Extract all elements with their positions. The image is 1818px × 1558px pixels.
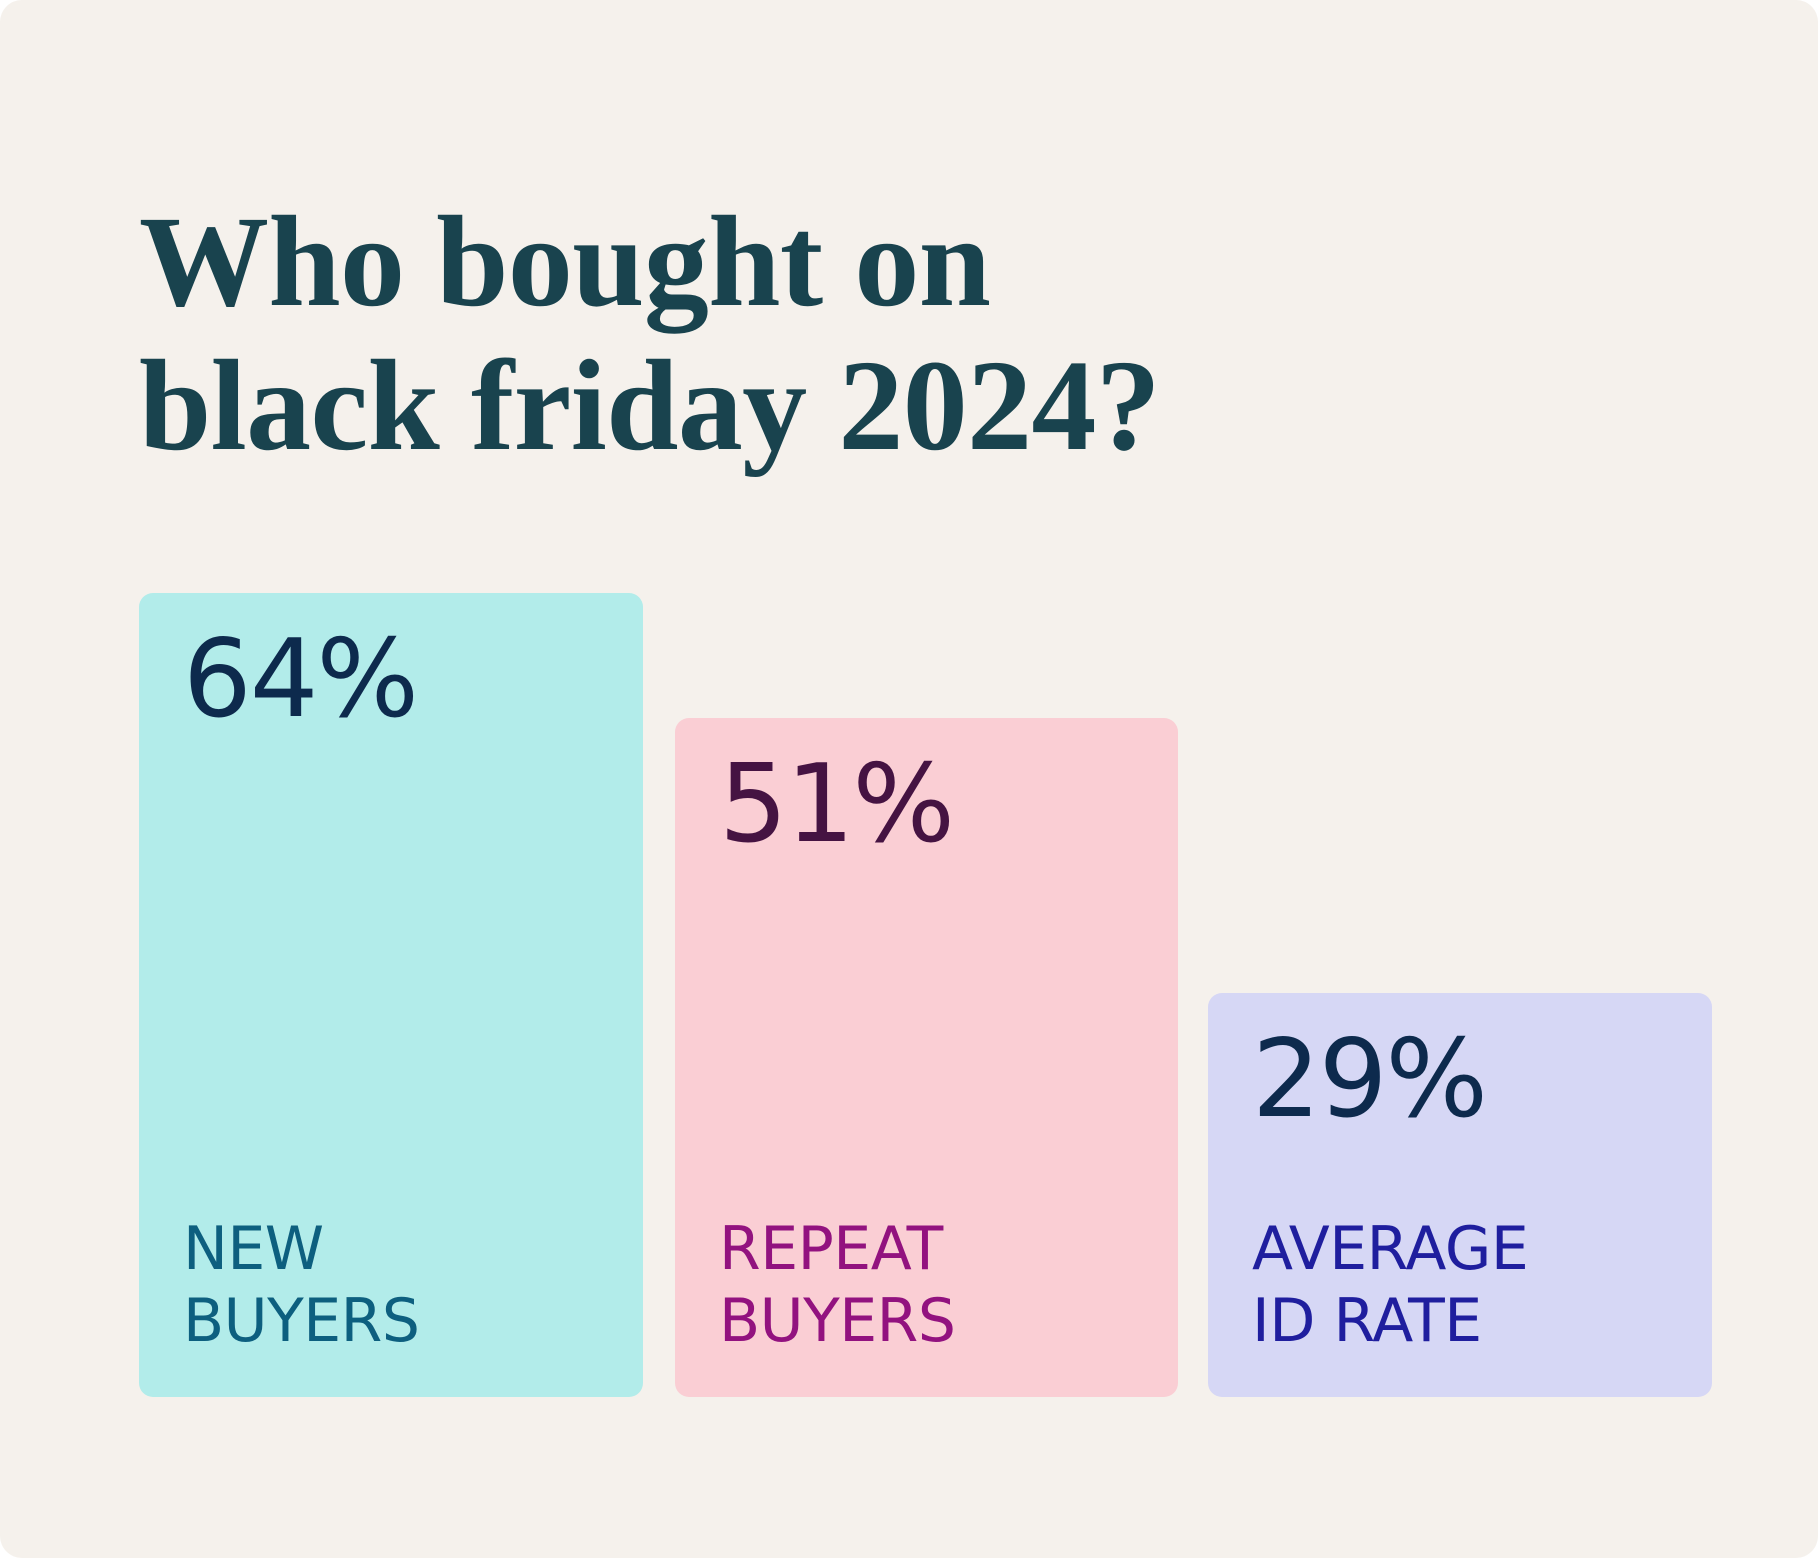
chart-title-line-2: black friday 2024? [139, 334, 1161, 478]
bar-new-buyers: 64% NEW BUYERS [139, 593, 643, 1397]
bar-average-id-rate-label-line-2: ID RATE [1252, 1286, 1482, 1356]
bar-repeat-buyers-label-line-1: REPEAT [719, 1214, 943, 1284]
bar-new-buyers-label-line-2: BUYERS [183, 1286, 420, 1356]
bar-repeat-buyers: 51% REPEAT BUYERS [675, 718, 1178, 1397]
bar-new-buyers-label: NEW BUYERS [183, 1213, 420, 1357]
bar-average-id-rate-label: AVERAGE ID RATE [1252, 1213, 1529, 1357]
chart-title: Who bought on black friday 2024? [139, 190, 1161, 478]
bar-repeat-buyers-label-line-2: BUYERS [719, 1286, 956, 1356]
bar-repeat-buyers-label: REPEAT BUYERS [719, 1213, 956, 1357]
chart-title-line-1: Who bought on [139, 190, 991, 334]
bar-average-id-rate-label-line-1: AVERAGE [1252, 1214, 1529, 1284]
bar-new-buyers-value: 64% [183, 617, 419, 742]
bar-repeat-buyers-value: 51% [719, 742, 955, 867]
bar-average-id-rate-value: 29% [1252, 1017, 1488, 1142]
bar-average-id-rate: 29% AVERAGE ID RATE [1208, 993, 1712, 1397]
bar-new-buyers-label-line-1: NEW [183, 1214, 324, 1284]
